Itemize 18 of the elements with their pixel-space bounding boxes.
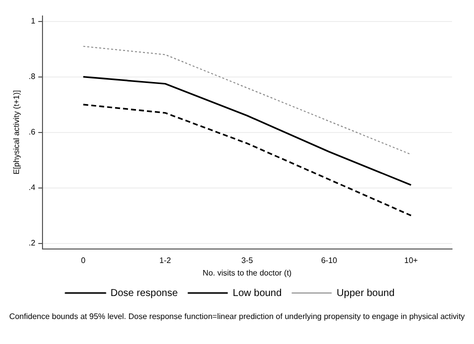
legend-label: Dose response xyxy=(110,288,178,299)
line-series xyxy=(82,46,412,155)
text: Confidence bounds at 95% level. Dose response function=linear prediction of underlying propensity to engage in physical activity xyxy=(8,312,466,321)
y-tick-label: .4 xyxy=(28,182,36,192)
y-tick-label: .8 xyxy=(28,72,36,82)
x-tick-label: 6-10 xyxy=(321,256,338,265)
x-tick-label: 0 xyxy=(81,256,86,265)
x-tick-label: 1-2 xyxy=(159,256,172,265)
x-tick-label: 10+ xyxy=(404,256,418,265)
y-axis-title: E[physical activity (t+1)] xyxy=(12,90,22,174)
x-tick-label: 3-5 xyxy=(241,256,254,265)
line-series xyxy=(82,104,412,216)
legend-label: Upper bound xyxy=(336,288,395,299)
legend-label: Low bound xyxy=(232,288,282,299)
y-tick-label: .2 xyxy=(28,238,36,248)
y-tick-label: 1 xyxy=(30,16,36,26)
y-tick-label: .6 xyxy=(28,128,36,137)
x-axis-title: No. visits to the doctor (t) xyxy=(202,268,292,278)
